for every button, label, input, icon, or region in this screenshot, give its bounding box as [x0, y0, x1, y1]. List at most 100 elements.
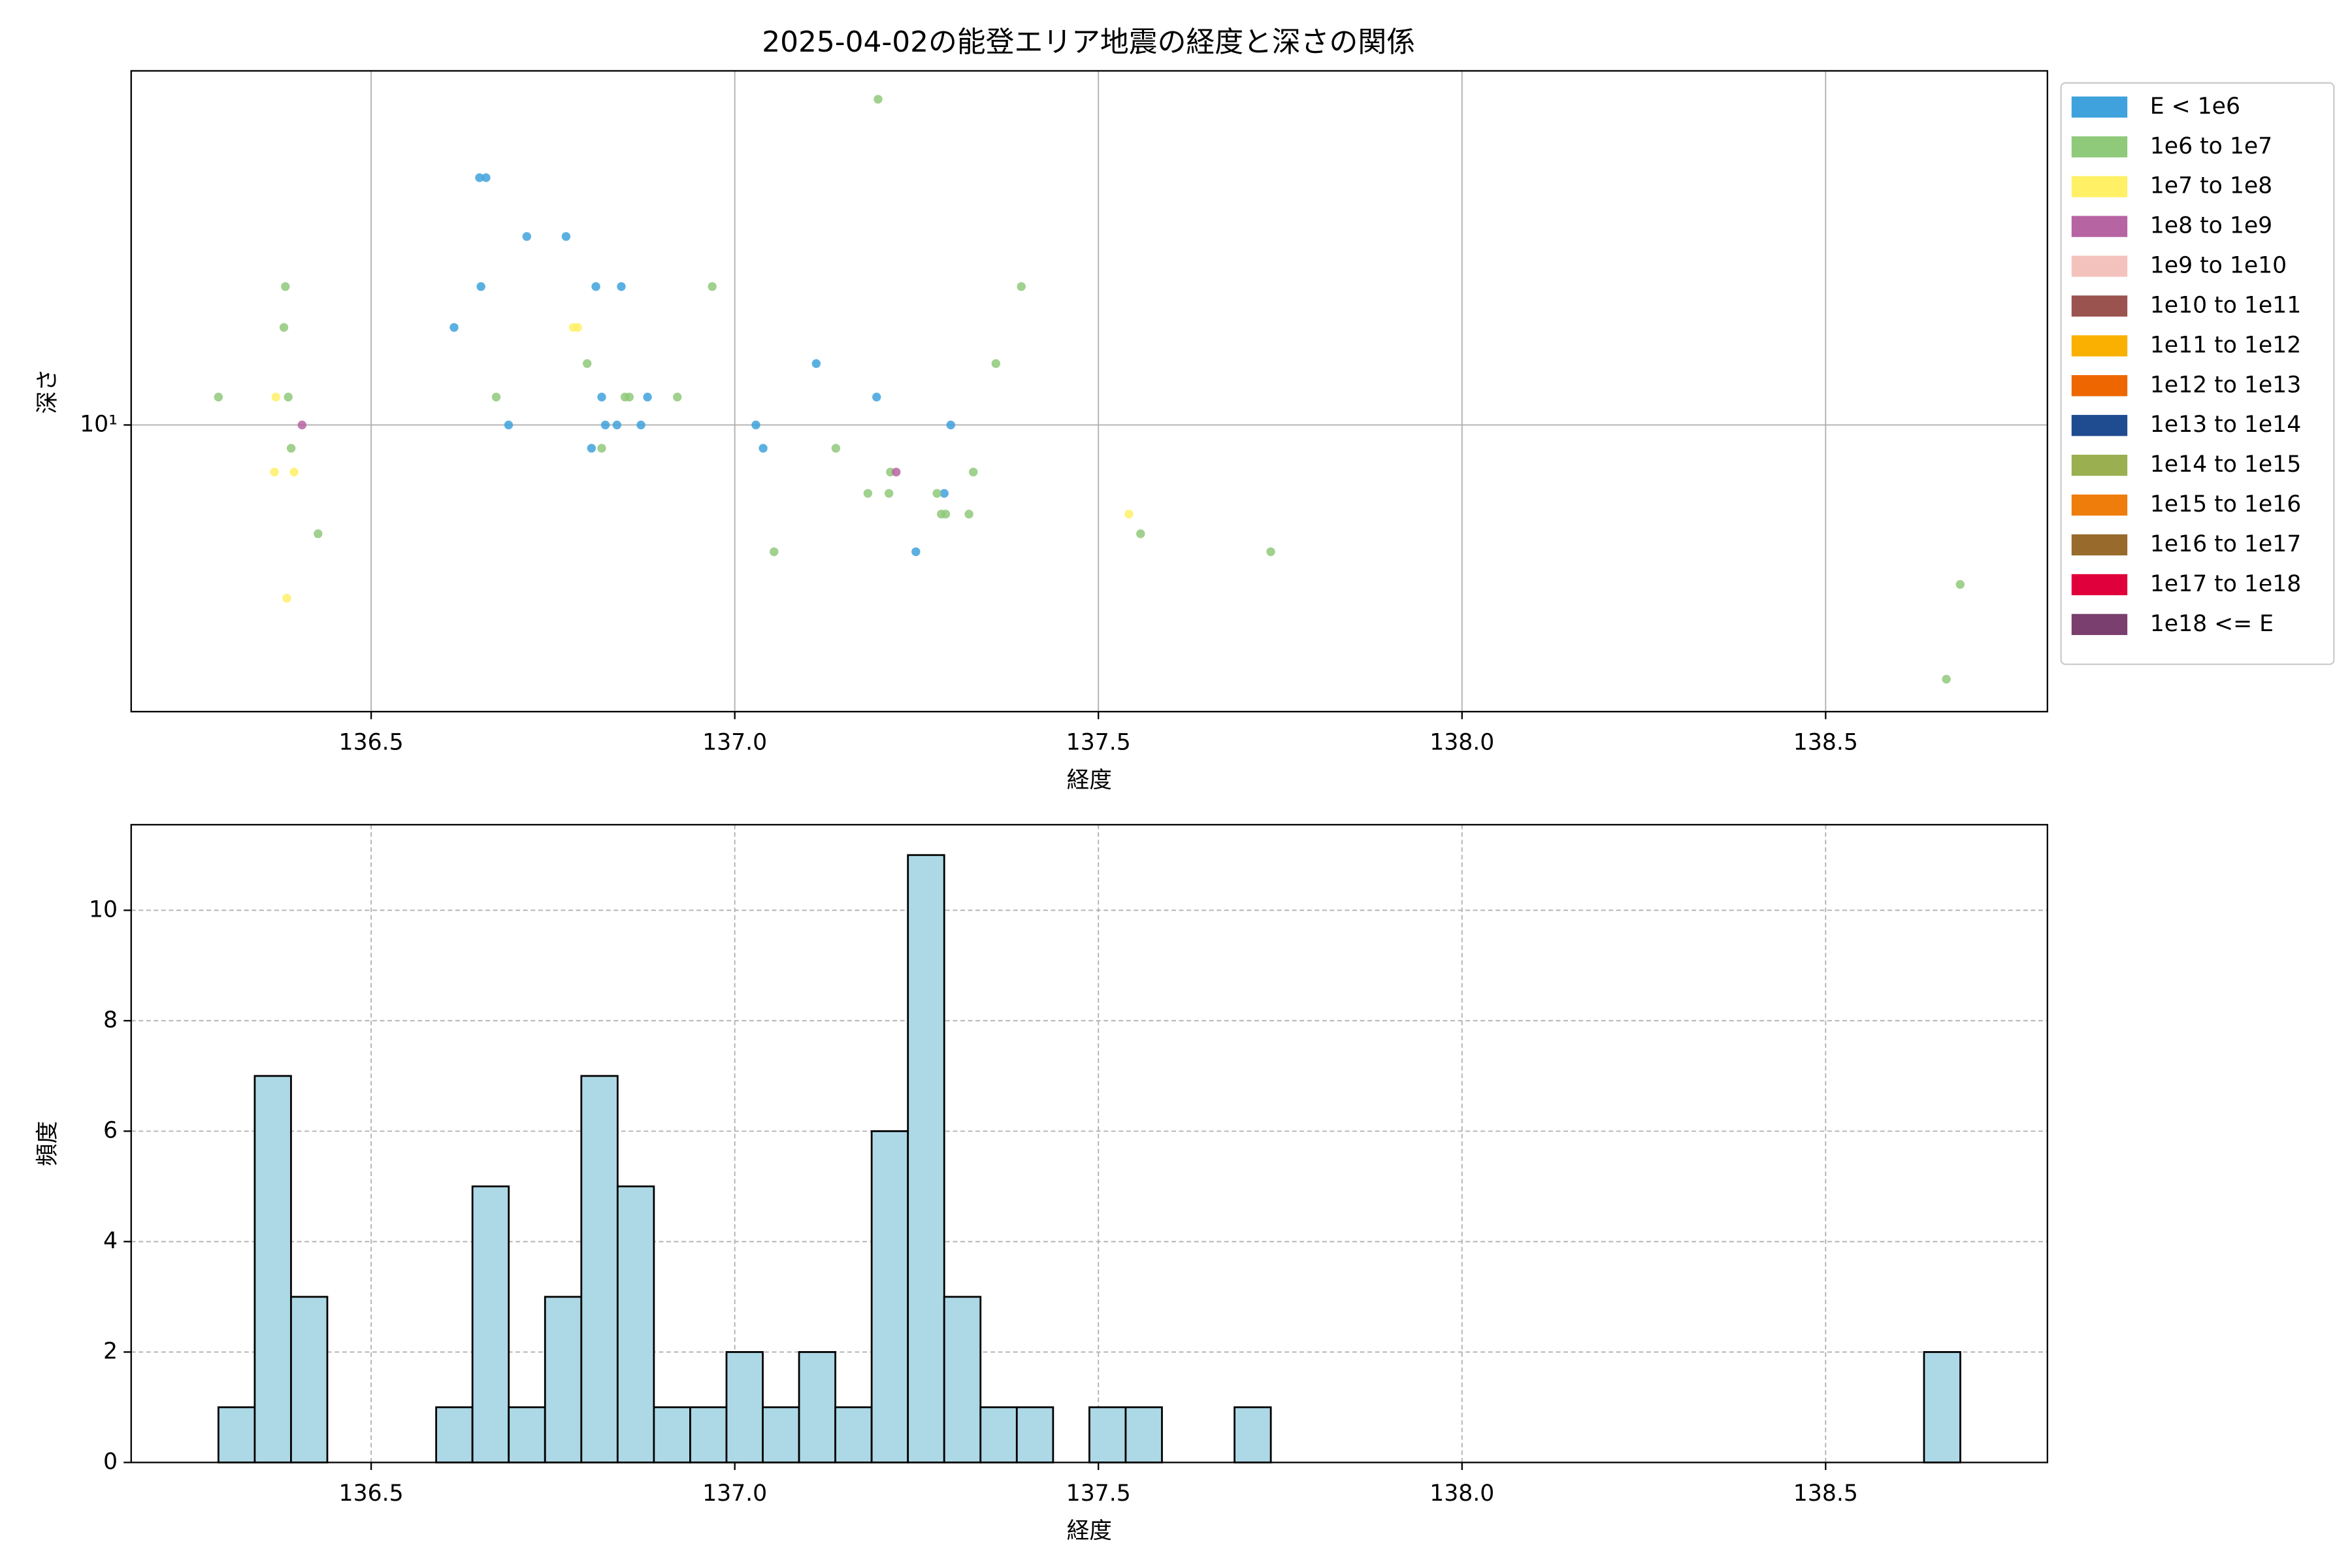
scatter-point: [759, 444, 768, 453]
scatter-point: [282, 593, 291, 603]
histogram-bar: [544, 1296, 583, 1463]
histogram-bar: [471, 1185, 510, 1463]
scatter-point: [600, 420, 610, 430]
scatter-point: [214, 393, 223, 402]
scatter-point: [475, 173, 484, 182]
histogram-bar: [870, 1130, 909, 1463]
histogram-bar: [580, 1075, 619, 1463]
scatter-point: [279, 323, 289, 332]
scatter-point: [591, 282, 600, 291]
legend-label: 1e14 to 1e15: [2150, 451, 2301, 478]
legend-swatch: [2071, 415, 2128, 436]
scatter-point: [587, 444, 596, 453]
histogram-bar: [508, 1406, 546, 1463]
scatter-point: [1017, 282, 1026, 291]
scatter-point: [597, 444, 606, 453]
x-tick-label: 137.0: [702, 730, 767, 756]
legend-swatch: [2071, 494, 2128, 516]
legend-swatch: [2071, 176, 2128, 197]
x-tick-label: 137.5: [1066, 1480, 1131, 1507]
axes-frame: [130, 70, 2048, 713]
y-tick-label: 10: [89, 896, 118, 923]
legend-swatch: [2071, 255, 2128, 277]
scatter-point: [297, 420, 307, 430]
scatter-point: [1942, 674, 1951, 684]
x-tick-label: 137.5: [1066, 730, 1131, 756]
scatter-point: [449, 323, 459, 332]
scatter-point: [946, 420, 955, 430]
x-axis-label: 経度: [1067, 1518, 1112, 1544]
histogram-bar: [1088, 1406, 1127, 1463]
y-axis-label: 頻度: [35, 1121, 61, 1166]
scatter-point: [932, 489, 941, 498]
histogram-bar: [798, 1351, 836, 1463]
scatter-point: [573, 323, 582, 332]
legend-swatch: [2071, 335, 2128, 357]
legend-label: 1e17 to 1e18: [2150, 571, 2301, 597]
scatter-point: [476, 282, 485, 291]
legend-label: 1e18 <= E: [2150, 611, 2274, 637]
scatter-point: [281, 282, 290, 291]
legend-label: 1e9 to 1e10: [2150, 253, 2287, 279]
y-tick-label: 10¹: [80, 411, 118, 437]
chart-title: 2025-04-02の能登エリア地震の経度と深さの関係: [762, 25, 1415, 59]
histogram-bar: [653, 1406, 691, 1463]
legend-label: 1e12 to 1e13: [2150, 372, 2301, 398]
legend-box: [2060, 82, 2335, 665]
histogram-bar: [253, 1075, 292, 1463]
x-tick-label: 136.5: [339, 730, 404, 756]
scatter-point: [673, 393, 682, 402]
scatter-point: [708, 282, 717, 291]
scatter-point: [625, 393, 634, 402]
scatter-point: [270, 467, 279, 477]
x-axis-label: 経度: [1067, 767, 1112, 793]
scatter-point: [872, 393, 881, 402]
x-tick-label: 138.0: [1429, 730, 1494, 756]
scatter-point: [939, 489, 949, 498]
scatter-point: [597, 393, 606, 402]
scatter-point: [884, 489, 894, 498]
legend-swatch: [2071, 96, 2128, 118]
scatter-point: [831, 444, 841, 453]
scatter-point: [964, 510, 973, 519]
scatter-point: [289, 467, 299, 477]
histogram-bar: [435, 1406, 474, 1463]
legend-swatch: [2071, 534, 2128, 556]
scatter-point: [504, 420, 514, 430]
y-tick-label: 0: [103, 1448, 118, 1475]
y-tick-label: 2: [103, 1338, 118, 1364]
scatter-point: [911, 547, 921, 557]
histogram-bar: [979, 1406, 1018, 1463]
legend-label: 1e7 to 1e8: [2150, 173, 2272, 199]
histogram-bar: [762, 1406, 800, 1463]
scatter-point: [286, 444, 296, 453]
histogram-bar: [1015, 1406, 1054, 1463]
scatter-point: [1124, 510, 1134, 519]
legend-label: 1e8 to 1e9: [2150, 213, 2272, 239]
legend-label: 1e15 to 1e16: [2150, 491, 2301, 517]
legend-label: E < 1e6: [2150, 93, 2240, 120]
scatter-point: [751, 420, 760, 430]
histogram-bar: [1124, 1406, 1163, 1463]
legend-swatch: [2071, 375, 2128, 397]
x-tick-label: 138.5: [1793, 730, 1858, 756]
scatter-point: [874, 95, 883, 104]
x-tick-label: 136.5: [339, 1480, 404, 1507]
legend-swatch: [2071, 455, 2128, 476]
scatter-point: [522, 232, 531, 241]
legend-label: 1e10 to 1e11: [2150, 292, 2301, 318]
scatter-point: [612, 420, 622, 430]
scatter-point: [271, 393, 280, 402]
histogram-bar: [290, 1296, 329, 1463]
scatter-point: [770, 547, 779, 557]
legend-swatch: [2071, 574, 2128, 596]
histogram-bar: [689, 1406, 728, 1463]
scatter-point: [863, 489, 873, 498]
legend-swatch: [2071, 216, 2128, 237]
legend-label: 1e11 to 1e12: [2150, 332, 2301, 358]
legend-label: 1e16 to 1e17: [2150, 531, 2301, 557]
scatter-point: [314, 529, 323, 538]
x-tick-label: 138.5: [1793, 1480, 1858, 1507]
